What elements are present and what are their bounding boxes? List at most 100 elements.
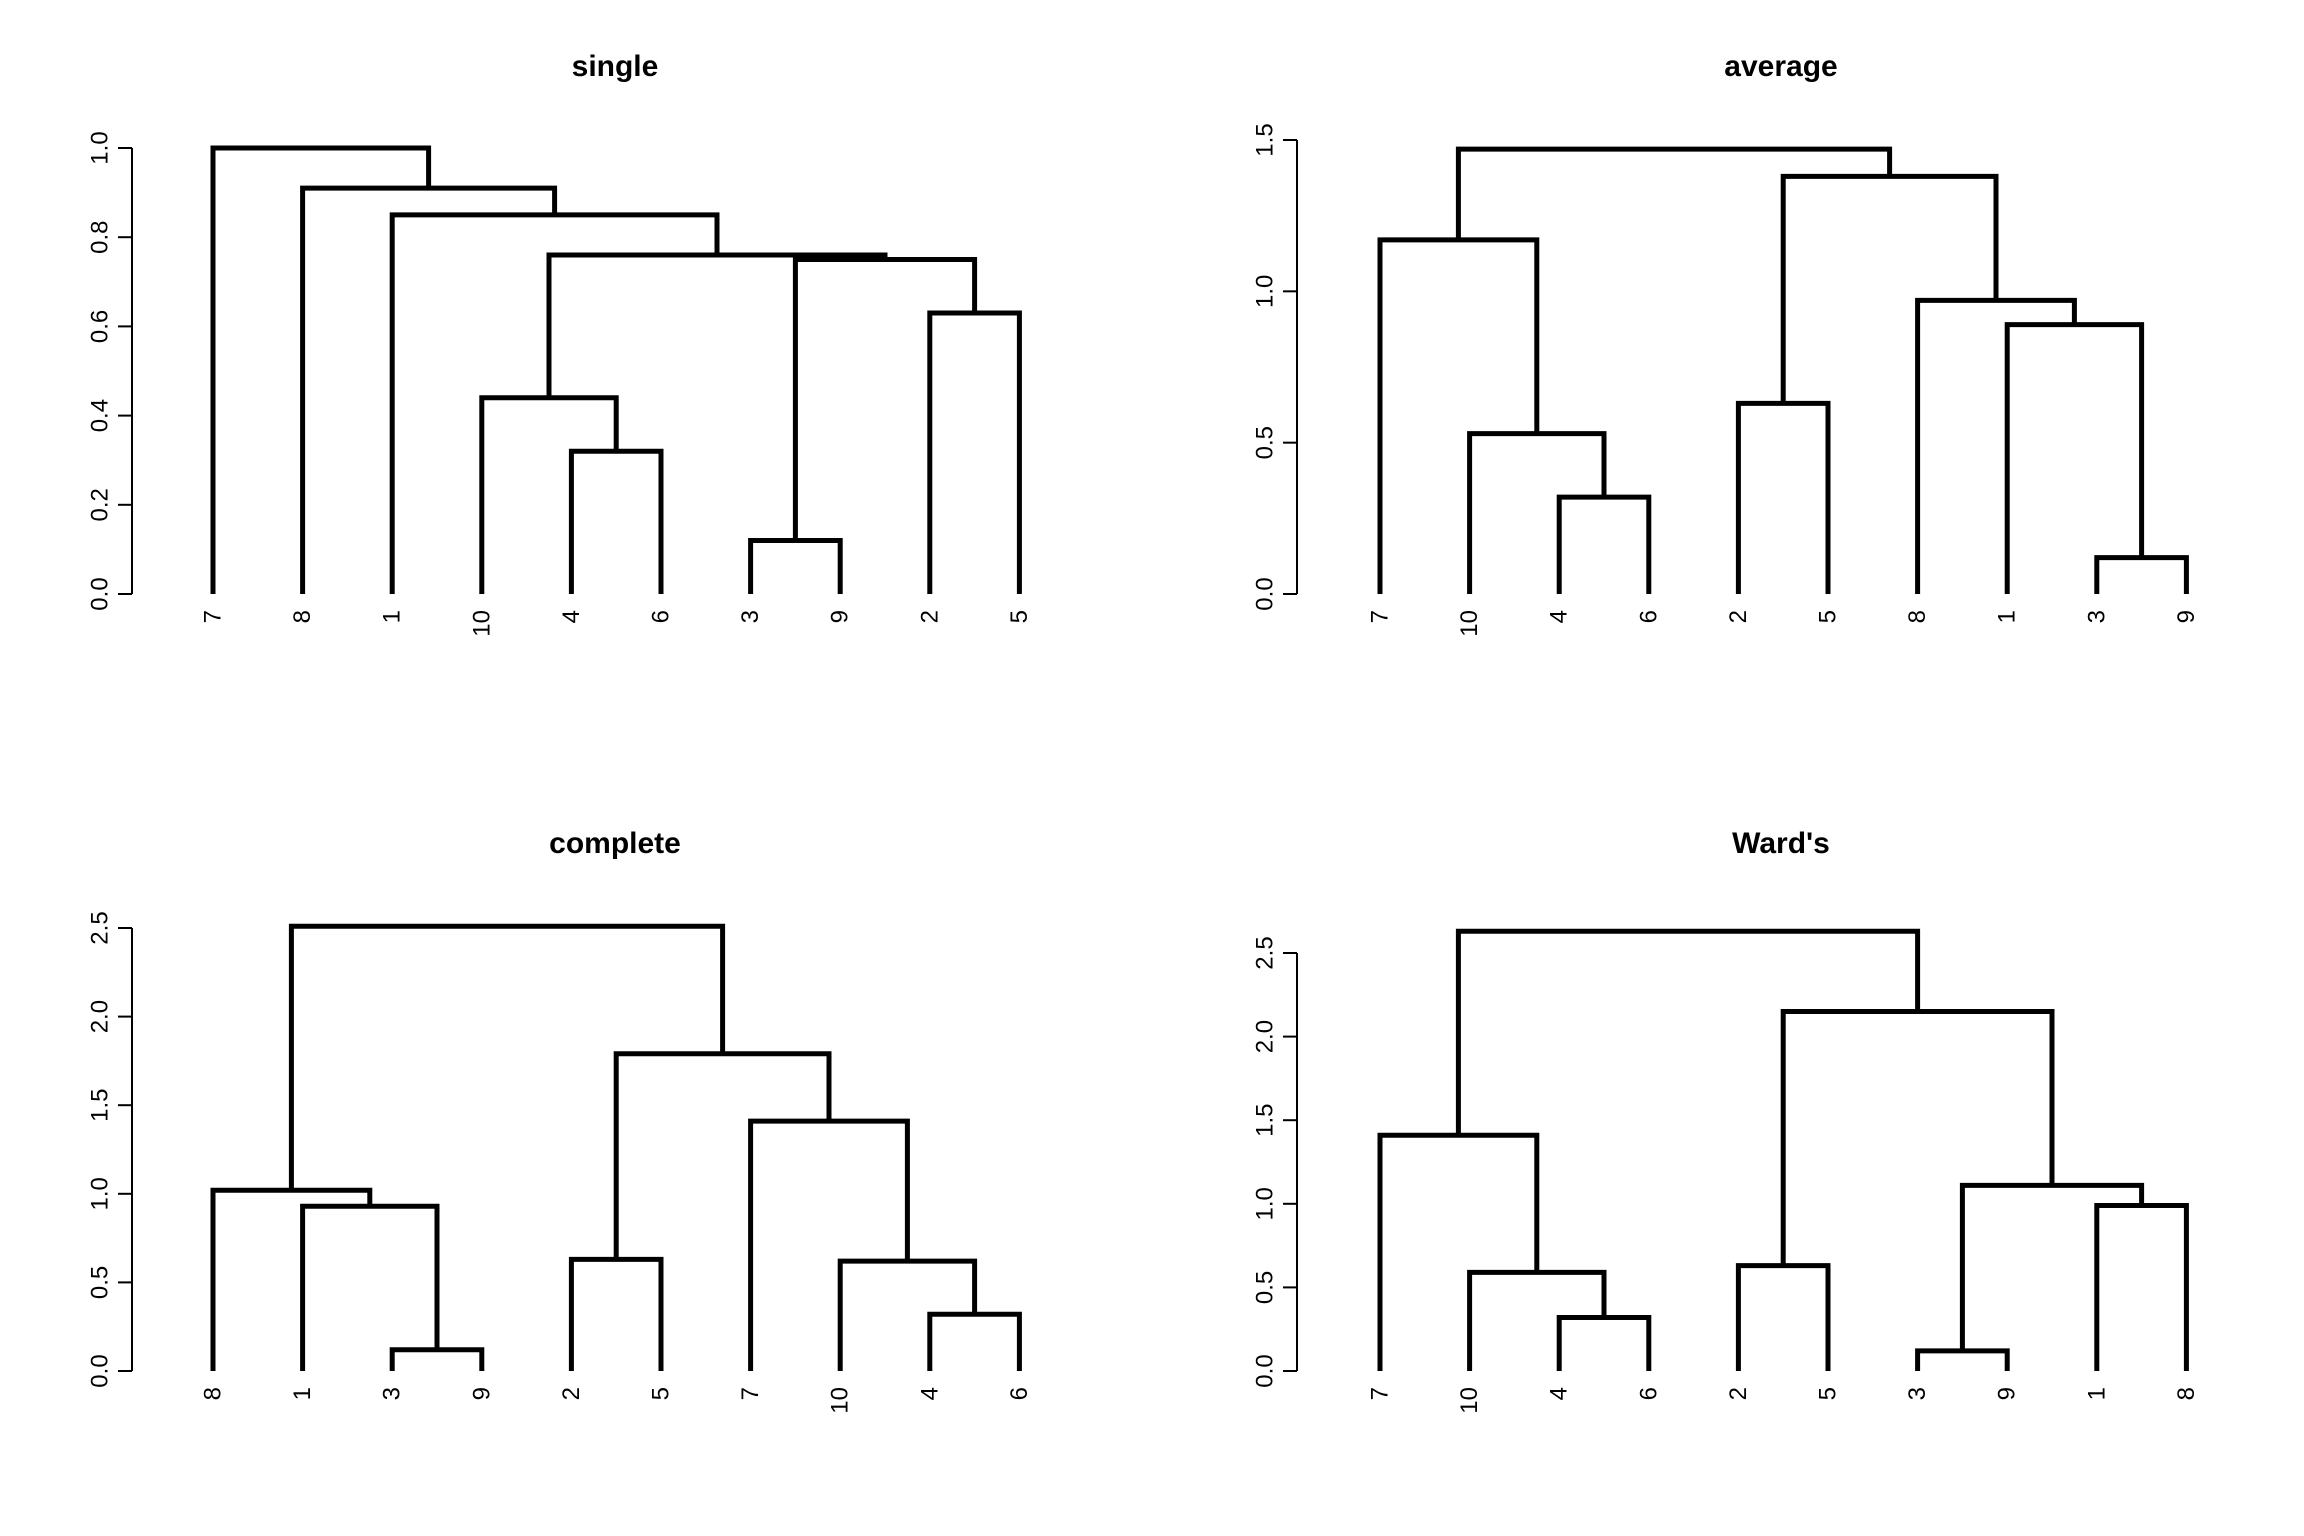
dendrogram-merge-link [927, 1311, 1022, 1371]
y-tick-label: 0.8 [87, 221, 114, 254]
leaf-label: 8 [2173, 1387, 2200, 1400]
y-tick-label: 0.5 [87, 1266, 114, 1299]
y-tick-label: 0.5 [1252, 426, 1279, 459]
leaf-label: 1 [2083, 1387, 2110, 1400]
dendrogram-merge-link [1556, 1315, 1652, 1371]
y-tick-label: 1.5 [87, 1089, 114, 1122]
dendrogram-merge-link [389, 212, 720, 594]
leaf-label: 4 [1546, 610, 1573, 623]
leaf-label: 1 [379, 610, 406, 623]
dendrogram-merge-link [1915, 1348, 2010, 1371]
y-tick-label: 2.0 [87, 1000, 114, 1033]
dendrogram-panel-2: average 0.0 0.5 1.0 1.5 7 10 4 6 2 5 8 1 3 9 [1252, 50, 2200, 637]
leaf-label: 7 [1367, 610, 1394, 623]
leaf-label: 1 [1994, 610, 2021, 623]
dendrogram-merge-link [1556, 494, 1652, 594]
dendrogram-merge-link [748, 1118, 910, 1371]
dendrogram-panel-3: complete 0.0 0.5 1.0 1.5 2.0 2.5 8 1 3 9 2 5 7 10 4 6 [87, 827, 1033, 1414]
dendrogram-merge-link [210, 145, 432, 594]
leaf-label: 8 [289, 610, 316, 623]
dendrogram-panel-4: Ward's 0.0 0.5 1.0 1.5 2.0 2.5 7 10 4 6 2 5 3 9 1 8 [1252, 827, 2200, 1414]
dendrogram-merge-link [210, 1187, 373, 1371]
leaf-label: 8 [1904, 610, 1931, 623]
dendrogram-merge-link [2094, 555, 2189, 594]
leaf-label: 2 [916, 610, 943, 623]
dendrogram-merge-link [748, 537, 843, 594]
leaf-label: 6 [1635, 610, 1662, 623]
y-tick-label: 1.0 [1252, 275, 1279, 308]
dendrogram-merge-link [300, 185, 558, 594]
dendrogram-merge-link [1915, 297, 2077, 594]
dendrogram-merge-link [546, 252, 888, 398]
leaf-label: 9 [2173, 610, 2200, 623]
dendrogram-merge-link [792, 257, 978, 541]
chart-title: complete [549, 827, 681, 860]
leaf-label: 3 [2083, 610, 2110, 623]
dendrogram-merge-link [927, 310, 1022, 594]
y-tick-label: 0.0 [87, 1354, 114, 1387]
dendrogram-panel-1: single 0.0 0.2 0.4 0.6 0.8 1.0 7 8 1 10 4 6 3 9 2 5 [87, 50, 1033, 637]
chart-title: average [1724, 50, 1837, 83]
dendrogram-merge-link [389, 1347, 485, 1371]
dendrogram-merge-link [288, 923, 726, 1191]
dendrogram-merge-link [1780, 1009, 2055, 1266]
y-tick-label: 1.0 [1252, 1187, 1279, 1220]
dendrogram-merge-link [1780, 173, 1999, 404]
dendrogram-merge-link [1959, 1182, 2145, 1351]
dendrogram-merge-link [2004, 322, 2145, 594]
y-tick-label: 0.0 [87, 577, 114, 610]
dendrogram-merge-link [568, 448, 664, 594]
y-tick-label: 0.0 [1252, 577, 1279, 610]
dendrogram-merge-link [1377, 1132, 1540, 1371]
dendrogram-merge-link [613, 1051, 832, 1260]
dendrogram-merge-link [568, 1256, 664, 1371]
dendrogram-merge-link [1467, 431, 1607, 594]
leaf-label: 3 [379, 1387, 406, 1400]
leaf-label: 10 [1456, 610, 1483, 637]
y-tick-label: 1.0 [87, 1177, 114, 1210]
leaf-label: 10 [827, 1387, 854, 1414]
y-tick-label: 2.5 [87, 911, 114, 944]
y-tick-label: 0.2 [87, 488, 114, 521]
leaf-label: 5 [1006, 610, 1033, 623]
leaf-label: 6 [1635, 1387, 1662, 1400]
dendrogram-merge-link [479, 395, 619, 594]
leaf-label: 5 [1815, 610, 1842, 623]
leaf-label: 2 [1725, 1387, 1752, 1400]
y-tick-label: 0.4 [87, 399, 114, 432]
y-tick-label: 1.5 [1252, 1104, 1279, 1137]
leaf-label: 8 [200, 1387, 227, 1400]
leaf-label: 10 [468, 610, 495, 637]
dendrogram-merge-link [1455, 146, 1893, 240]
y-tick-label: 0.6 [87, 310, 114, 343]
y-tick-label: 1.0 [87, 131, 114, 164]
leaf-label: 7 [200, 610, 227, 623]
dendrogram-merge-link [300, 1203, 440, 1371]
leaf-label: 1 [289, 1387, 316, 1400]
leaf-label: 5 [648, 1387, 675, 1400]
chart-title: single [572, 50, 659, 83]
y-tick-label: 1.5 [1252, 123, 1279, 156]
leaf-label: 9 [1994, 1387, 2021, 1400]
leaf-label: 7 [1367, 1387, 1394, 1400]
leaf-label: 2 [558, 1387, 585, 1400]
leaf-label: 9 [468, 1387, 495, 1400]
dendrogram-merge-link [837, 1258, 978, 1371]
dendrogram-merge-link [1735, 1263, 1831, 1371]
leaf-label: 3 [737, 610, 764, 623]
leaf-label: 7 [737, 1387, 764, 1400]
leaf-label: 5 [1815, 1387, 1842, 1400]
dendrogram-merge-link [1377, 237, 1540, 594]
y-tick-label: 2.5 [1252, 936, 1279, 969]
dendrogram-merge-link [2094, 1202, 2189, 1371]
y-tick-label: 2.0 [1252, 1020, 1279, 1053]
leaf-label: 3 [1904, 1387, 1931, 1400]
leaf-label: 2 [1725, 610, 1752, 623]
leaf-label: 6 [648, 610, 675, 623]
dendrogram-merge-link [1467, 1269, 1607, 1371]
leaf-label: 10 [1456, 1387, 1483, 1414]
dendrogram-merge-link [1735, 400, 1831, 594]
chart-title: Ward's [1732, 827, 1830, 860]
leaf-label: 6 [1006, 1387, 1033, 1400]
